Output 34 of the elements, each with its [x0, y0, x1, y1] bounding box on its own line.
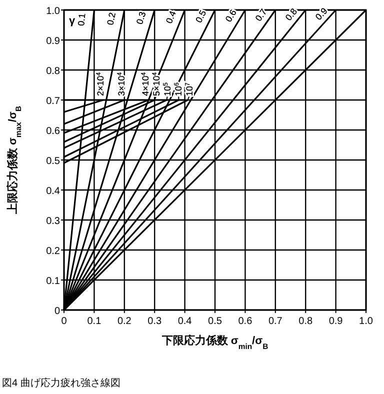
- text: 0.8: [284, 6, 300, 23]
- x-tick-label: 0.1: [87, 316, 102, 327]
- text: 0.5: [194, 8, 209, 24]
- y-tick-label: 0.7: [46, 96, 60, 107]
- y-tick-label: 1.0: [46, 6, 60, 17]
- x-tick-label: 0.6: [238, 316, 253, 327]
- y-tick-label: 0.8: [46, 66, 60, 77]
- y-tick-label: 0.3: [46, 216, 60, 227]
- y-tick-label: 0: [54, 306, 60, 317]
- x-tick-label: 0.3: [148, 316, 162, 327]
- y-tick-label: 0.6: [46, 126, 60, 137]
- y-tick-label: 0.5: [46, 156, 60, 167]
- text: 0.9: [314, 6, 330, 22]
- text: 0.3: [134, 10, 148, 26]
- y-tick-label: 0.2: [46, 246, 60, 257]
- text: 0.4: [164, 10, 178, 26]
- text: 0.1: [76, 12, 88, 26]
- caption: 図4 曲げ応力疲れ強さ線図: [2, 377, 120, 389]
- y-tick-label: 0.4: [46, 186, 60, 197]
- x-tick-label: 0.2: [117, 316, 132, 327]
- x-tick-label: 0.5: [208, 316, 222, 327]
- x-axis-title: 下限応力係数 σ$_{min}$/σ$_{B}$: [160, 334, 269, 350]
- y-tick-label: 0.1: [46, 276, 60, 287]
- text: 0.6: [224, 8, 239, 24]
- x-tick-label: 0.7: [268, 316, 283, 327]
- text: 0.2: [106, 12, 118, 26]
- x-tick-label: 0.8: [298, 316, 313, 327]
- x-tick-label: 0.4: [178, 316, 192, 327]
- x-tick-label: 0.9: [328, 316, 344, 327]
- text: 0.7: [254, 7, 270, 24]
- annotation: γ: [69, 15, 76, 27]
- y-tick-label: 0.9: [46, 36, 60, 47]
- x-tick-label: 1.0: [359, 316, 374, 327]
- x-tick-label: 0: [61, 316, 68, 327]
